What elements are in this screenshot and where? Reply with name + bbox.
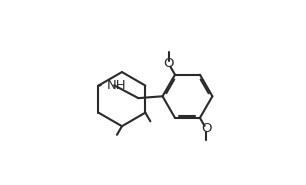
- Text: NH: NH: [106, 79, 126, 92]
- Text: O: O: [201, 122, 211, 135]
- Text: O: O: [163, 58, 174, 70]
